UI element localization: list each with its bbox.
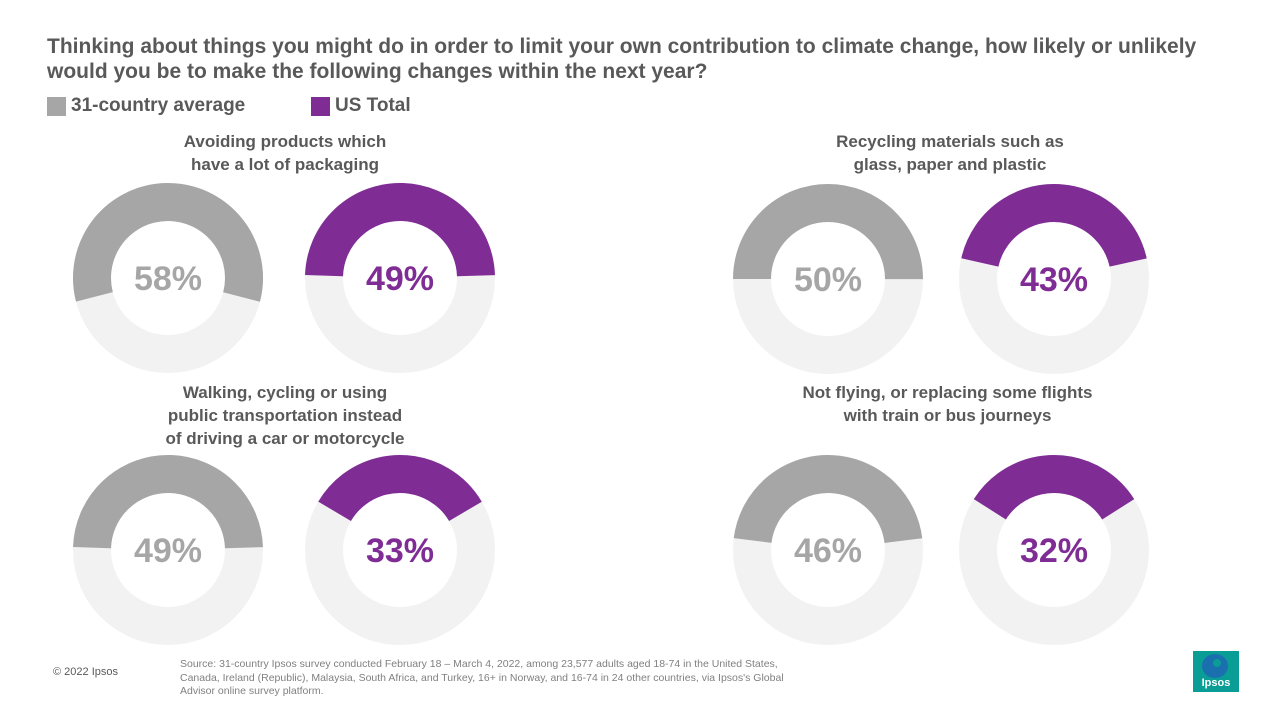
donut-recycling-average: 50%	[729, 180, 927, 378]
chart-title: Thinking about things you might do in or…	[47, 35, 1197, 83]
us-total-value-label: 33%	[366, 532, 434, 570]
legend-item-average: 31-country average	[47, 95, 245, 117]
panel-title-line: of driving a car or motorcycle	[165, 429, 405, 448]
panel-title-line: have a lot of packaging	[191, 155, 379, 174]
us-total-value-label: 32%	[1020, 532, 1088, 570]
panel-title-line: Recycling materials such as	[836, 132, 1064, 151]
panel-title-recycling: Recycling materials such as glass, paper…	[785, 130, 1115, 176]
panel-title-line: Not flying, or replacing some flights	[802, 383, 1093, 402]
legend-swatch-us	[311, 96, 330, 116]
donut-transport-us: 33%	[301, 451, 499, 649]
us-total-value-label: 49%	[366, 260, 434, 298]
legend-label-us: US Total	[335, 95, 411, 116]
legend-swatch-average	[47, 96, 66, 116]
panel-title-transport: Walking, cycling or using public transpo…	[120, 381, 450, 450]
legend-item-us: US Total	[311, 95, 411, 117]
panel-title-packaging: Avoiding products which have a lot of pa…	[130, 130, 440, 176]
panel-title-line: glass, paper and plastic	[853, 155, 1047, 174]
logo-text: Ipsos	[1201, 677, 1231, 689]
donut-recycling-us: 43%	[955, 180, 1153, 378]
donut-packaging-us: 49%	[301, 179, 499, 377]
average-arc	[733, 455, 923, 645]
donut-svg: 50%	[733, 184, 923, 374]
copyright: © 2022 Ipsos	[53, 666, 118, 678]
panel-title-line: Walking, cycling or using	[182, 383, 388, 402]
average-arc	[733, 184, 923, 374]
ipsos-logo: Ipsos	[1193, 651, 1239, 692]
donut-svg: 49%	[73, 455, 263, 645]
donut-svg: 43%	[959, 184, 1149, 374]
average-arc	[72, 183, 263, 373]
legend-label-average: 31-country average	[71, 95, 246, 116]
average-value-label: 50%	[794, 261, 862, 299]
panel-title-line: Avoiding products which	[183, 132, 387, 151]
average-value-label: 58%	[134, 260, 202, 298]
average-value-label: 49%	[134, 532, 202, 570]
donut-flying-us: 32%	[955, 451, 1153, 649]
donut-svg: 58%	[72, 183, 263, 373]
average-value-label: 46%	[794, 532, 862, 570]
panel-title-flying: Not flying, or replacing some flights wi…	[760, 381, 1135, 427]
panel-title-line: public transportation instead	[167, 406, 403, 425]
us-total-arc	[305, 455, 495, 645]
donut-flying-average: 46%	[729, 451, 927, 649]
logo-dot-icon	[1213, 659, 1221, 667]
donut-svg: 46%	[733, 455, 923, 645]
donut-svg: 33%	[305, 455, 495, 645]
donut-svg: 49%	[305, 183, 495, 373]
panel-title-line: with train or bus journeys	[843, 406, 1052, 425]
donut-packaging-average: 58%	[69, 179, 267, 377]
us-total-arc	[959, 455, 1149, 645]
donut-transport-average: 49%	[69, 451, 267, 649]
donut-svg: 32%	[959, 455, 1149, 645]
us-total-value-label: 43%	[1020, 261, 1088, 299]
source-note: Source: 31-country Ipsos survey conducte…	[180, 658, 784, 697]
